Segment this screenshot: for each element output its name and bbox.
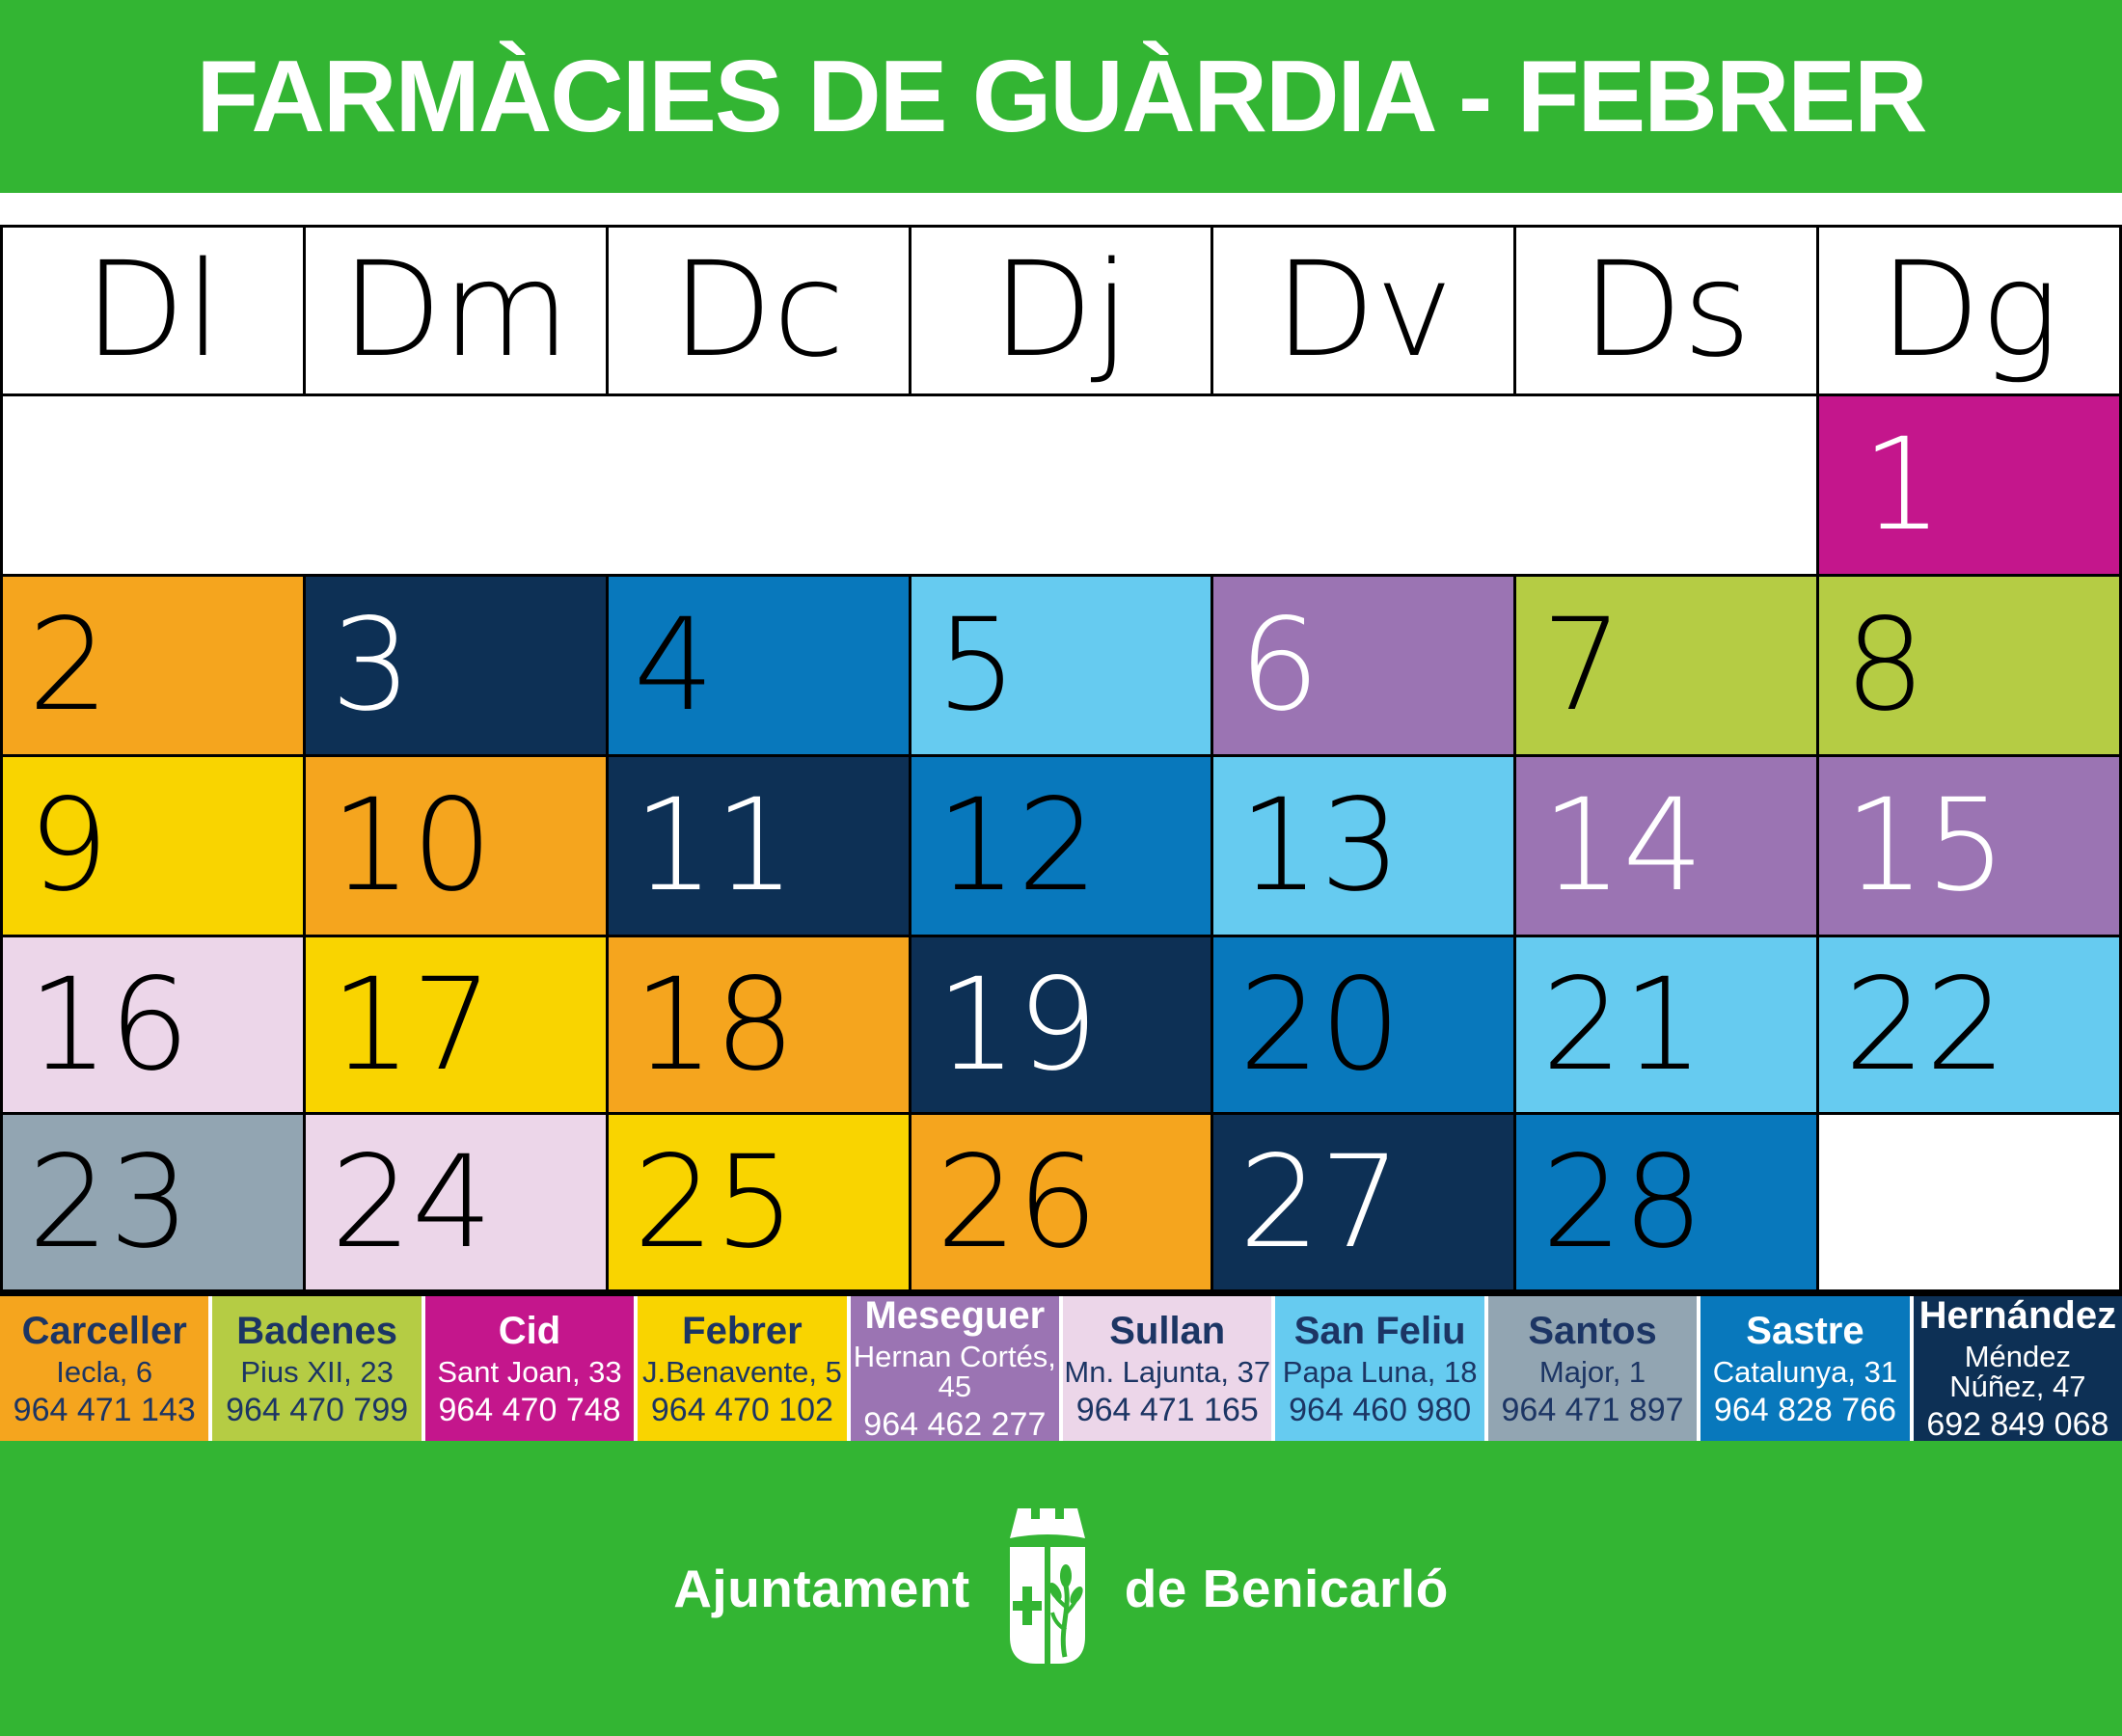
legend-pharmacy-name: Santos bbox=[1528, 1309, 1657, 1352]
day-cell-16: 16 bbox=[3, 937, 303, 1112]
pharmacy-legend: Carceller Iecla, 6 964 471 143 Badenes Pius … bbox=[0, 1292, 2122, 1441]
day-cell-24: 24 bbox=[305, 1115, 606, 1289]
legend-pharmacy-phone: 964 460 980 bbox=[1289, 1391, 1472, 1428]
legend-pharmacy-phone: 964 470 748 bbox=[438, 1391, 621, 1428]
day-header-dj: Dj bbox=[911, 228, 1211, 393]
day-header-dl: Dl bbox=[3, 228, 303, 393]
legend-pharmacy-phone: 964 828 766 bbox=[1713, 1391, 1896, 1428]
empty-day-cell bbox=[1819, 1115, 2119, 1289]
legend-pharmacy-name: Sullan bbox=[1109, 1309, 1226, 1352]
day-cell-11: 11 bbox=[608, 757, 909, 935]
day-cell-28: 28 bbox=[1516, 1115, 1817, 1289]
legend-febrer: Febrer J.Benavente, 5 964 470 102 bbox=[638, 1296, 847, 1441]
legend-pharmacy-name: Cid bbox=[498, 1309, 561, 1352]
legend-pharmacy-address: Catalunya, 31 bbox=[1712, 1354, 1898, 1389]
legend-santos: Santos Major, 1 964 471 897 bbox=[1487, 1296, 1698, 1441]
legend-meseguer: Meseguer Hernan Cortés, 45 964 462 277 bbox=[850, 1294, 1060, 1443]
legend-sullan: Sullan Mn. Lajunta, 37 964 471 165 bbox=[1063, 1296, 1272, 1441]
calendar-grid: Dl Dm Dc Dj Dv Ds Dg 1 2 3 4 5 6 7 8 9 10 11 12 13 14 15 16 17 1… bbox=[0, 225, 2122, 1292]
legend-pharmacy-name: Meseguer bbox=[864, 1294, 1046, 1337]
legend-pharmacy-phone: 964 471 143 bbox=[13, 1391, 196, 1428]
legend-pharmacy-address: Papa Luna, 18 bbox=[1282, 1354, 1478, 1389]
page-title: FARMÀCIES DE GUÀRDIA - FEBRER bbox=[196, 39, 1927, 153]
day-cell-27: 27 bbox=[1213, 1115, 1514, 1289]
legend-pharmacy-name: Sastre bbox=[1746, 1309, 1864, 1352]
legend-pharmacy-address: Hernan Cortés, 45 bbox=[853, 1340, 1056, 1403]
day-cell-21: 21 bbox=[1516, 937, 1817, 1112]
day-header-dc: Dc bbox=[608, 228, 909, 393]
legend-pharmacy-name: Febrer bbox=[682, 1309, 803, 1352]
legend-pharmacy-name: San Feliu bbox=[1293, 1309, 1466, 1352]
day-cell-26: 26 bbox=[911, 1115, 1211, 1289]
footer-text-ajuntament: Ajuntament bbox=[673, 1559, 970, 1618]
legend-pharmacy-address: Sant Joan, 33 bbox=[437, 1354, 622, 1389]
legend-pharmacy-address: Pius XII, 23 bbox=[240, 1354, 394, 1389]
day-header-ds: Ds bbox=[1516, 228, 1817, 393]
legend-sanfeliu: San Feliu Papa Luna, 18 964 460 980 bbox=[1275, 1296, 1484, 1441]
day-cell-2: 2 bbox=[3, 577, 303, 754]
legend-pharmacy-address: J.Benavente, 5 bbox=[642, 1354, 842, 1389]
legend-pharmacy-address: Mn. Lajunta, 37 bbox=[1064, 1354, 1271, 1389]
day-cell-7: 7 bbox=[1516, 577, 1817, 754]
day-header-dv: Dv bbox=[1213, 228, 1514, 393]
day-header-dg: Dg bbox=[1819, 228, 2119, 393]
legend-hernandez: Hernández Méndez Núñez, 47 692 849 068 bbox=[1913, 1294, 2122, 1443]
footer-text-benicarlo: de Benicarló bbox=[1124, 1559, 1449, 1618]
legend-pharmacy-address: Major, 1 bbox=[1538, 1354, 1646, 1389]
legend-pharmacy-address: Iecla, 6 bbox=[56, 1354, 153, 1389]
header-banner: FARMÀCIES DE GUÀRDIA - FEBRER bbox=[0, 0, 2122, 193]
day-cell-1: 1 bbox=[1819, 396, 2119, 574]
day-cell-14: 14 bbox=[1516, 757, 1817, 935]
legend-pharmacy-name: Badenes bbox=[236, 1309, 397, 1352]
legend-carceller: Carceller Iecla, 6 964 471 143 bbox=[0, 1296, 209, 1441]
legend-pharmacy-phone: 692 849 068 bbox=[1926, 1406, 2109, 1443]
coat-of-arms-icon bbox=[1009, 1508, 1085, 1664]
legend-sastre: Sastre Catalunya, 31 964 828 766 bbox=[1700, 1296, 1910, 1441]
day-cell-18: 18 bbox=[608, 937, 909, 1112]
day-cell-9: 9 bbox=[3, 757, 303, 935]
day-cell-19: 19 bbox=[911, 937, 1211, 1112]
legend-pharmacy-name: Hernández bbox=[1918, 1294, 2117, 1337]
day-header-dm: Dm bbox=[305, 228, 606, 393]
footer-banner: Ajuntament de Benicarló bbox=[0, 1441, 2122, 1736]
legend-cid: Cid Sant Joan, 33 964 470 748 bbox=[424, 1296, 635, 1441]
day-cell-25: 25 bbox=[608, 1115, 909, 1289]
day-cell-5: 5 bbox=[911, 577, 1211, 754]
day-cell-10: 10 bbox=[305, 757, 606, 935]
legend-pharmacy-phone: 964 470 102 bbox=[650, 1391, 833, 1428]
day-cell-6: 6 bbox=[1213, 577, 1514, 754]
day-cell-17: 17 bbox=[305, 937, 606, 1112]
day-cell-3: 3 bbox=[305, 577, 606, 754]
legend-pharmacy-phone: 964 471 897 bbox=[1501, 1391, 1684, 1428]
legend-pharmacy-phone: 964 471 165 bbox=[1075, 1391, 1259, 1428]
day-cell-12: 12 bbox=[911, 757, 1211, 935]
empty-cells-week1 bbox=[3, 396, 1817, 574]
day-cell-23: 23 bbox=[3, 1115, 303, 1289]
legend-pharmacy-address: Méndez Núñez, 47 bbox=[1949, 1340, 2086, 1403]
day-cell-15: 15 bbox=[1819, 757, 2119, 935]
legend-pharmacy-phone: 964 470 799 bbox=[226, 1391, 409, 1428]
day-cell-13: 13 bbox=[1213, 757, 1514, 935]
day-cell-4: 4 bbox=[608, 577, 909, 754]
day-cell-8: 8 bbox=[1819, 577, 2119, 754]
legend-pharmacy-name: Carceller bbox=[21, 1309, 187, 1352]
day-cell-22: 22 bbox=[1819, 937, 2119, 1112]
legend-badenes: Badenes Pius XII, 23 964 470 799 bbox=[212, 1296, 422, 1441]
day-cell-20: 20 bbox=[1213, 937, 1514, 1112]
legend-pharmacy-phone: 964 462 277 bbox=[863, 1406, 1047, 1443]
